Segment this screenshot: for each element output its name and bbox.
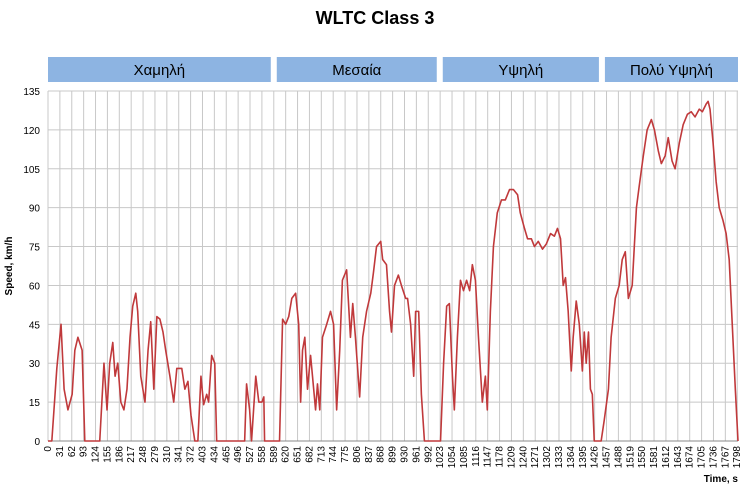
x-tick-label: 186	[114, 446, 125, 463]
x-tick-label: 341	[174, 446, 185, 463]
x-tick-label: 93	[79, 446, 90, 458]
x-tick-label: 992	[423, 446, 434, 463]
x-tick-label: 62	[67, 446, 78, 458]
x-tick-label: 1643	[673, 446, 684, 469]
x-tick-label: 1457	[602, 446, 613, 469]
y-tick-label: 105	[23, 165, 40, 176]
x-tick-label: 1705	[697, 446, 708, 469]
x-tick-label: 775	[340, 446, 351, 463]
x-tick-label: 372	[186, 446, 197, 463]
speed-line	[48, 100, 739, 442]
x-tick-label: 744	[328, 446, 339, 463]
phase-label: Χαμηλή	[134, 62, 186, 79]
x-tick-label: 713	[316, 446, 327, 463]
x-tick-label: 1488	[613, 446, 624, 469]
x-tick-label: 682	[304, 446, 315, 463]
phase-bar	[442, 57, 599, 82]
phase-label: Υψηλή	[498, 62, 543, 79]
y-tick-label: 0	[34, 437, 40, 448]
x-tick-label: 1798	[732, 446, 743, 469]
x-tick-label: 434	[209, 446, 220, 463]
x-tick-label: 961	[411, 446, 422, 463]
x-tick-label: 279	[150, 446, 161, 463]
x-tick-label: 1581	[649, 446, 660, 469]
x-tick-label: 1085	[459, 446, 470, 469]
y-tick-label: 90	[29, 204, 41, 215]
x-tick-label: 1736	[708, 446, 719, 469]
x-tick-label: 465	[221, 446, 232, 463]
x-tick-label: 1240	[518, 446, 529, 469]
y-tick-label: 75	[29, 243, 41, 254]
x-tick-label: 1333	[554, 446, 565, 469]
x-tick-label: 31	[55, 446, 66, 458]
x-tick-label: 1364	[566, 446, 577, 469]
x-tick-label: 1674	[685, 446, 696, 469]
y-tick-label: 120	[23, 126, 40, 137]
x-tick-label: 1116	[471, 446, 482, 467]
x-tick-label: 248	[138, 446, 149, 463]
phase-label: Πολύ Υψηλή	[630, 62, 713, 79]
x-tick-label: 1271	[530, 446, 541, 469]
x-tick-label: 217	[126, 446, 137, 463]
x-tick-label: 837	[364, 446, 375, 463]
x-tick-label: 1209	[506, 446, 517, 469]
y-tick-label: 45	[29, 320, 41, 331]
phase-bar	[604, 57, 738, 82]
x-tick-label: 1767	[720, 446, 731, 469]
x-tick-label: 155	[102, 446, 113, 463]
phase-bar	[48, 57, 271, 82]
x-tick-label: 527	[245, 446, 256, 463]
x-tick-label: 1519	[625, 446, 636, 469]
x-tick-label: 1426	[590, 446, 601, 469]
phase-bar	[276, 57, 437, 82]
phase-label: Μεσαία	[332, 62, 381, 79]
x-tick-label: 496	[233, 446, 244, 463]
x-tick-label: 0	[43, 446, 54, 452]
x-tick-label: 1054	[447, 446, 458, 469]
x-tick-label: 558	[257, 446, 268, 463]
x-tick-label: 1178	[495, 446, 506, 468]
x-tick-label: 806	[352, 446, 363, 463]
x-tick-label: 1023	[435, 446, 446, 469]
x-tick-label: 868	[376, 446, 387, 463]
x-axis-title: Time, s	[704, 474, 739, 485]
x-tick-label: 1395	[578, 446, 589, 469]
y-tick-label: 135	[23, 87, 40, 98]
y-tick-label: 30	[29, 359, 41, 370]
x-tick-label: 1147	[483, 446, 494, 468]
x-tick-label: 899	[388, 446, 399, 463]
y-tick-label: 15	[29, 398, 41, 409]
y-axis-title: Speed, km/h	[4, 237, 15, 296]
y-tick-label: 60	[29, 281, 41, 292]
x-tick-label: 620	[281, 446, 292, 463]
x-tick-label: 124	[91, 446, 102, 463]
x-tick-label: 1612	[661, 446, 672, 469]
x-tick-label: 1550	[637, 446, 648, 469]
x-tick-label: 403	[197, 446, 208, 463]
chart-title: WLTC Class 3	[316, 8, 435, 28]
x-tick-label: 310	[162, 446, 173, 463]
x-tick-label: 589	[269, 446, 280, 463]
x-tick-label: 651	[293, 446, 304, 463]
x-tick-label: 930	[400, 446, 411, 463]
x-tick-label: 1302	[542, 446, 553, 469]
